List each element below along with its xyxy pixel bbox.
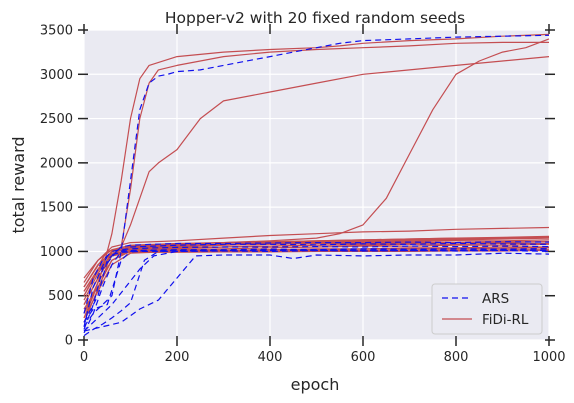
ars-line xyxy=(83,249,550,337)
x-tick-label: 600 xyxy=(351,350,376,365)
legend-box xyxy=(431,283,543,335)
tick-labels: 0 200 400 600 800 1000 0 500 1000 1500 2000 2500 300… xyxy=(40,24,566,366)
y-tick-label: 2000 xyxy=(40,156,73,171)
y-tick-label: 1500 xyxy=(40,201,73,216)
y-tick-label: 500 xyxy=(48,289,73,304)
ars-line xyxy=(83,34,550,328)
y-tick-label: 3500 xyxy=(40,24,73,39)
x-tick-label: 1000 xyxy=(532,350,565,365)
legend-label-ars: ARS xyxy=(482,291,509,307)
x-tick-label: 0 xyxy=(80,350,88,365)
fidi-rl-line xyxy=(83,243,550,310)
legend-label-fidi-rl: FiDi-RL xyxy=(482,312,529,328)
legend: ARS FiDi-RL xyxy=(431,283,543,335)
y-tick-label: 0 xyxy=(65,334,73,349)
fidi-rl-line xyxy=(83,236,550,283)
ars-line xyxy=(83,249,550,327)
y-tick-label: 3000 xyxy=(40,68,73,83)
x-tick-label: 400 xyxy=(258,350,283,365)
y-tick-label: 1000 xyxy=(40,245,73,260)
x-tick-label: 800 xyxy=(444,350,469,365)
y-axis-label: total reward xyxy=(9,136,28,233)
axis-ticks xyxy=(78,24,555,346)
fidi-rl-line xyxy=(83,33,550,319)
ars-line xyxy=(83,252,550,332)
ars-line xyxy=(83,248,550,330)
ars-line xyxy=(83,241,550,323)
fidi-rl-line xyxy=(83,242,549,296)
chart-title: Hopper-v2 with 20 fixed random seeds xyxy=(165,9,465,27)
y-tick-label: 2500 xyxy=(40,112,73,127)
series-lines xyxy=(83,33,550,337)
fidi-rl-line xyxy=(83,226,550,279)
x-axis-label: epoch xyxy=(291,375,340,394)
ars-line xyxy=(83,242,550,334)
x-tick-label: 200 xyxy=(165,350,190,365)
